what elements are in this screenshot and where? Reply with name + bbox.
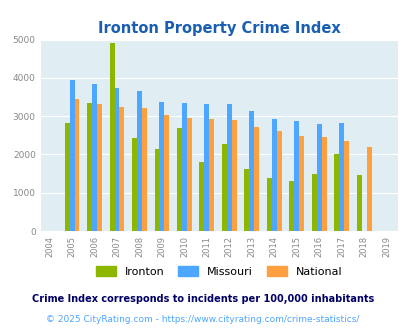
Bar	[226, 104, 231, 231]
Bar	[119, 107, 124, 231]
Bar	[109, 44, 114, 231]
Bar	[159, 102, 164, 231]
Bar	[222, 144, 226, 231]
Bar	[294, 121, 298, 231]
Bar	[199, 162, 204, 231]
Bar	[276, 131, 281, 231]
Bar	[64, 123, 69, 231]
Bar	[132, 138, 136, 231]
Bar	[164, 115, 169, 231]
Bar	[69, 80, 75, 231]
Legend: Ironton, Missouri, National: Ironton, Missouri, National	[92, 261, 345, 281]
Bar	[343, 141, 348, 231]
Bar	[321, 137, 326, 231]
Bar	[316, 124, 321, 231]
Bar	[254, 127, 259, 231]
Bar	[298, 136, 303, 231]
Text: © 2025 CityRating.com - https://www.cityrating.com/crime-statistics/: © 2025 CityRating.com - https://www.city…	[46, 315, 359, 324]
Bar	[356, 175, 361, 231]
Bar	[92, 84, 97, 231]
Bar	[186, 118, 191, 231]
Bar	[204, 104, 209, 231]
Bar	[181, 103, 186, 231]
Bar	[249, 111, 254, 231]
Bar	[271, 119, 276, 231]
Bar	[244, 169, 249, 231]
Bar	[289, 181, 294, 231]
Text: Crime Index corresponds to incidents per 100,000 inhabitants: Crime Index corresponds to incidents per…	[32, 294, 373, 304]
Bar	[114, 88, 119, 231]
Bar	[136, 91, 142, 231]
Bar	[311, 174, 316, 231]
Bar	[231, 120, 236, 231]
Title: Ironton Property Crime Index: Ironton Property Crime Index	[98, 21, 340, 36]
Bar	[339, 123, 343, 231]
Bar	[75, 99, 79, 231]
Bar	[366, 147, 371, 231]
Bar	[142, 108, 147, 231]
Bar	[87, 103, 92, 231]
Bar	[97, 104, 102, 231]
Bar	[209, 119, 214, 231]
Bar	[266, 178, 271, 231]
Bar	[177, 128, 181, 231]
Bar	[154, 149, 159, 231]
Bar	[333, 154, 339, 231]
